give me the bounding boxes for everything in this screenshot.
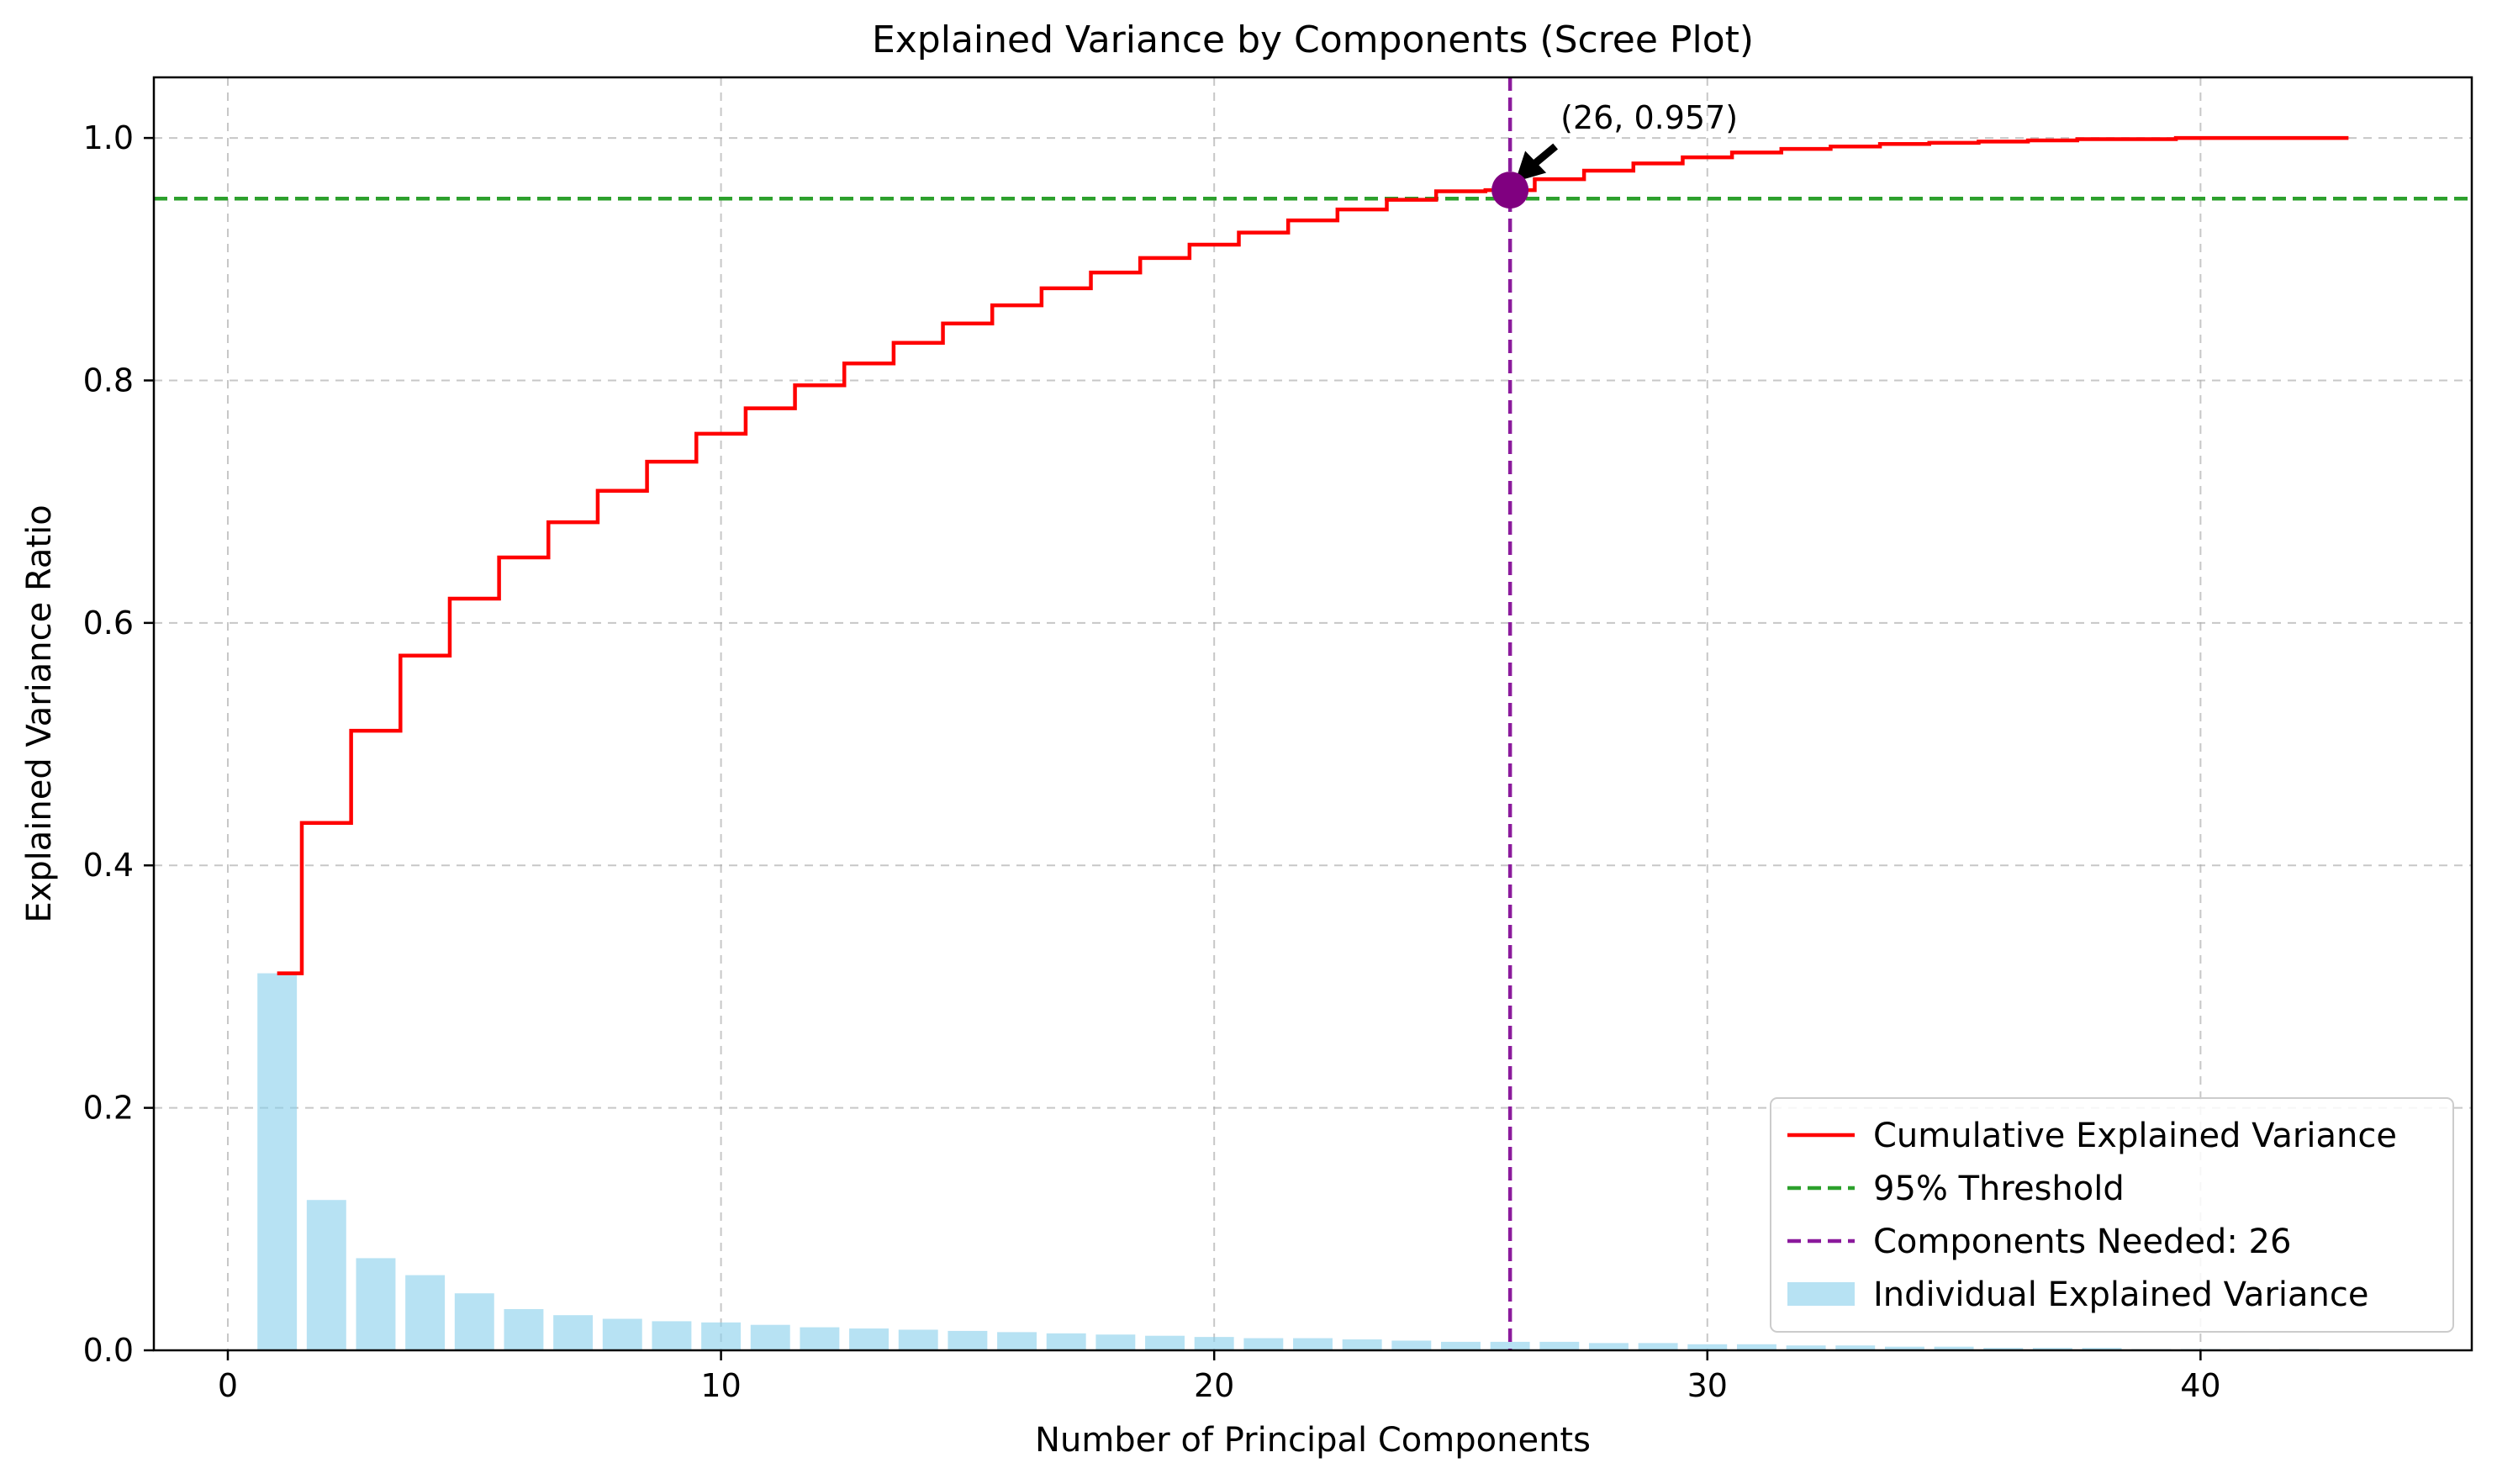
variance-bar: [1588, 1343, 1629, 1350]
legend-cumulative-label: Cumulative Explained Variance: [1873, 1117, 2397, 1155]
legend-individual-swatch: [1787, 1282, 1855, 1306]
variance-bar: [800, 1327, 840, 1350]
variance-bar: [454, 1293, 494, 1350]
variance-bar: [356, 1258, 396, 1350]
variance-bar: [1145, 1335, 1185, 1350]
variance-bar: [1687, 1344, 1728, 1350]
variance-bar: [1342, 1339, 1382, 1350]
variance-bar: [257, 973, 298, 1350]
x-tick-label: 30: [1687, 1367, 1728, 1404]
variance-bar: [1490, 1341, 1530, 1350]
variance-bar: [2032, 1348, 2072, 1350]
variance-bar: [1441, 1341, 1481, 1350]
legend-components-needed-label: Components Needed: 26: [1873, 1223, 2291, 1261]
variance-bar: [948, 1330, 988, 1350]
variance-bar: [898, 1329, 938, 1350]
variance-bar: [1194, 1337, 1234, 1350]
variance-bar: [1884, 1346, 1924, 1350]
variance-bar: [306, 1200, 346, 1350]
variance-bar: [1638, 1343, 1678, 1350]
x-tick-label: 40: [2180, 1367, 2220, 1404]
y-tick-label: 0.4: [83, 847, 134, 884]
variance-bar: [1391, 1340, 1432, 1350]
variance-bar: [997, 1332, 1037, 1350]
variance-bar: [602, 1318, 642, 1350]
annotation-arrow-head: [1515, 151, 1547, 182]
variance-bar: [1835, 1345, 1876, 1350]
variance-bar: [1046, 1333, 1086, 1350]
y-tick-label: 0.8: [83, 362, 134, 399]
variance-bar: [849, 1328, 890, 1350]
variance-bar: [2082, 1348, 2122, 1350]
plot-frame: [152, 76, 2473, 1352]
cumulative-variance-line: [277, 135, 2349, 975]
variance-bar: [1736, 1344, 1776, 1350]
variance-bar: [405, 1275, 446, 1350]
plot-lines: [154, 77, 2472, 1350]
variance-bar: [1786, 1345, 1826, 1350]
variance-bar: [1293, 1338, 1333, 1350]
y-tick-label: 0.0: [83, 1332, 134, 1369]
x-tick-label: 10: [700, 1367, 741, 1404]
individual-variance-bars: [257, 973, 2320, 1350]
x-axis-label: Number of Principal Components: [1035, 1421, 1591, 1460]
chart-title: Explained Variance by Components (Scree …: [872, 18, 1754, 61]
variance-bar: [1934, 1346, 1974, 1350]
x-tick-label: 0: [218, 1367, 238, 1404]
axis-ticks: 0 10 20 30 40 0.0 0.2 0.4 0.6 0.8 1.0: [83, 119, 2221, 1404]
annotation-label: (26, 0.957): [1560, 99, 1738, 136]
variance-bar: [1983, 1348, 2024, 1350]
variance-bar: [750, 1324, 790, 1350]
components-needed-marker: [1491, 172, 1529, 209]
legend-box: [1770, 1097, 2454, 1333]
legend-threshold-label: 95% Threshold: [1873, 1170, 2125, 1208]
annotation-layer: (26, 0.957): [1491, 99, 1738, 209]
variance-bar: [553, 1315, 594, 1350]
variance-bar: [652, 1321, 692, 1350]
legend-individual-label: Individual Explained Variance: [1873, 1275, 2368, 1314]
y-axis-label: Explained Variance Ratio: [20, 504, 59, 922]
y-tick-label: 0.6: [83, 605, 134, 642]
y-tick-label: 0.2: [83, 1090, 134, 1127]
legend: Cumulative Explained Variance 95% Thresho…: [1770, 1097, 2454, 1333]
variance-bar: [701, 1322, 742, 1350]
variance-bar: [1243, 1338, 1284, 1350]
variance-bar: [504, 1308, 544, 1350]
variance-bar: [1095, 1334, 1136, 1350]
y-tick-label: 1.0: [83, 119, 134, 156]
x-tick-label: 20: [1194, 1367, 1234, 1404]
variance-bar: [1539, 1341, 1580, 1350]
